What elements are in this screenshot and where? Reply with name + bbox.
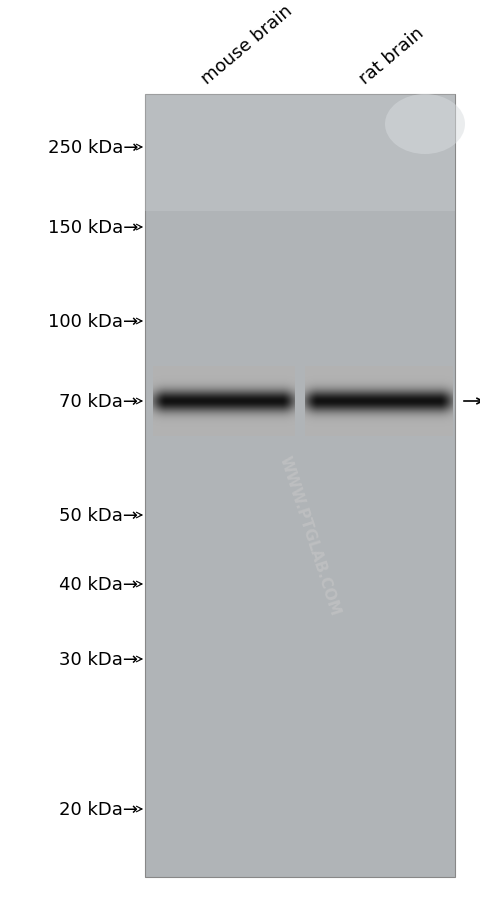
Text: 30 kDa→: 30 kDa→ — [59, 650, 138, 668]
Bar — [145, 95, 455, 877]
Bar — [145, 95, 455, 212]
Text: 40 kDa→: 40 kDa→ — [59, 575, 138, 594]
Text: mouse brain: mouse brain — [198, 2, 296, 87]
Text: WWW.PTGLAB.COM: WWW.PTGLAB.COM — [277, 455, 343, 618]
Text: rat brain: rat brain — [357, 24, 428, 87]
Text: 250 kDa→: 250 kDa→ — [48, 139, 138, 157]
Text: 70 kDa→: 70 kDa→ — [59, 392, 138, 410]
Text: 150 kDa→: 150 kDa→ — [48, 219, 138, 236]
Text: 100 kDa→: 100 kDa→ — [48, 313, 138, 331]
Text: 20 kDa→: 20 kDa→ — [59, 800, 138, 818]
Ellipse shape — [385, 95, 465, 155]
Text: 50 kDa→: 50 kDa→ — [59, 506, 138, 524]
